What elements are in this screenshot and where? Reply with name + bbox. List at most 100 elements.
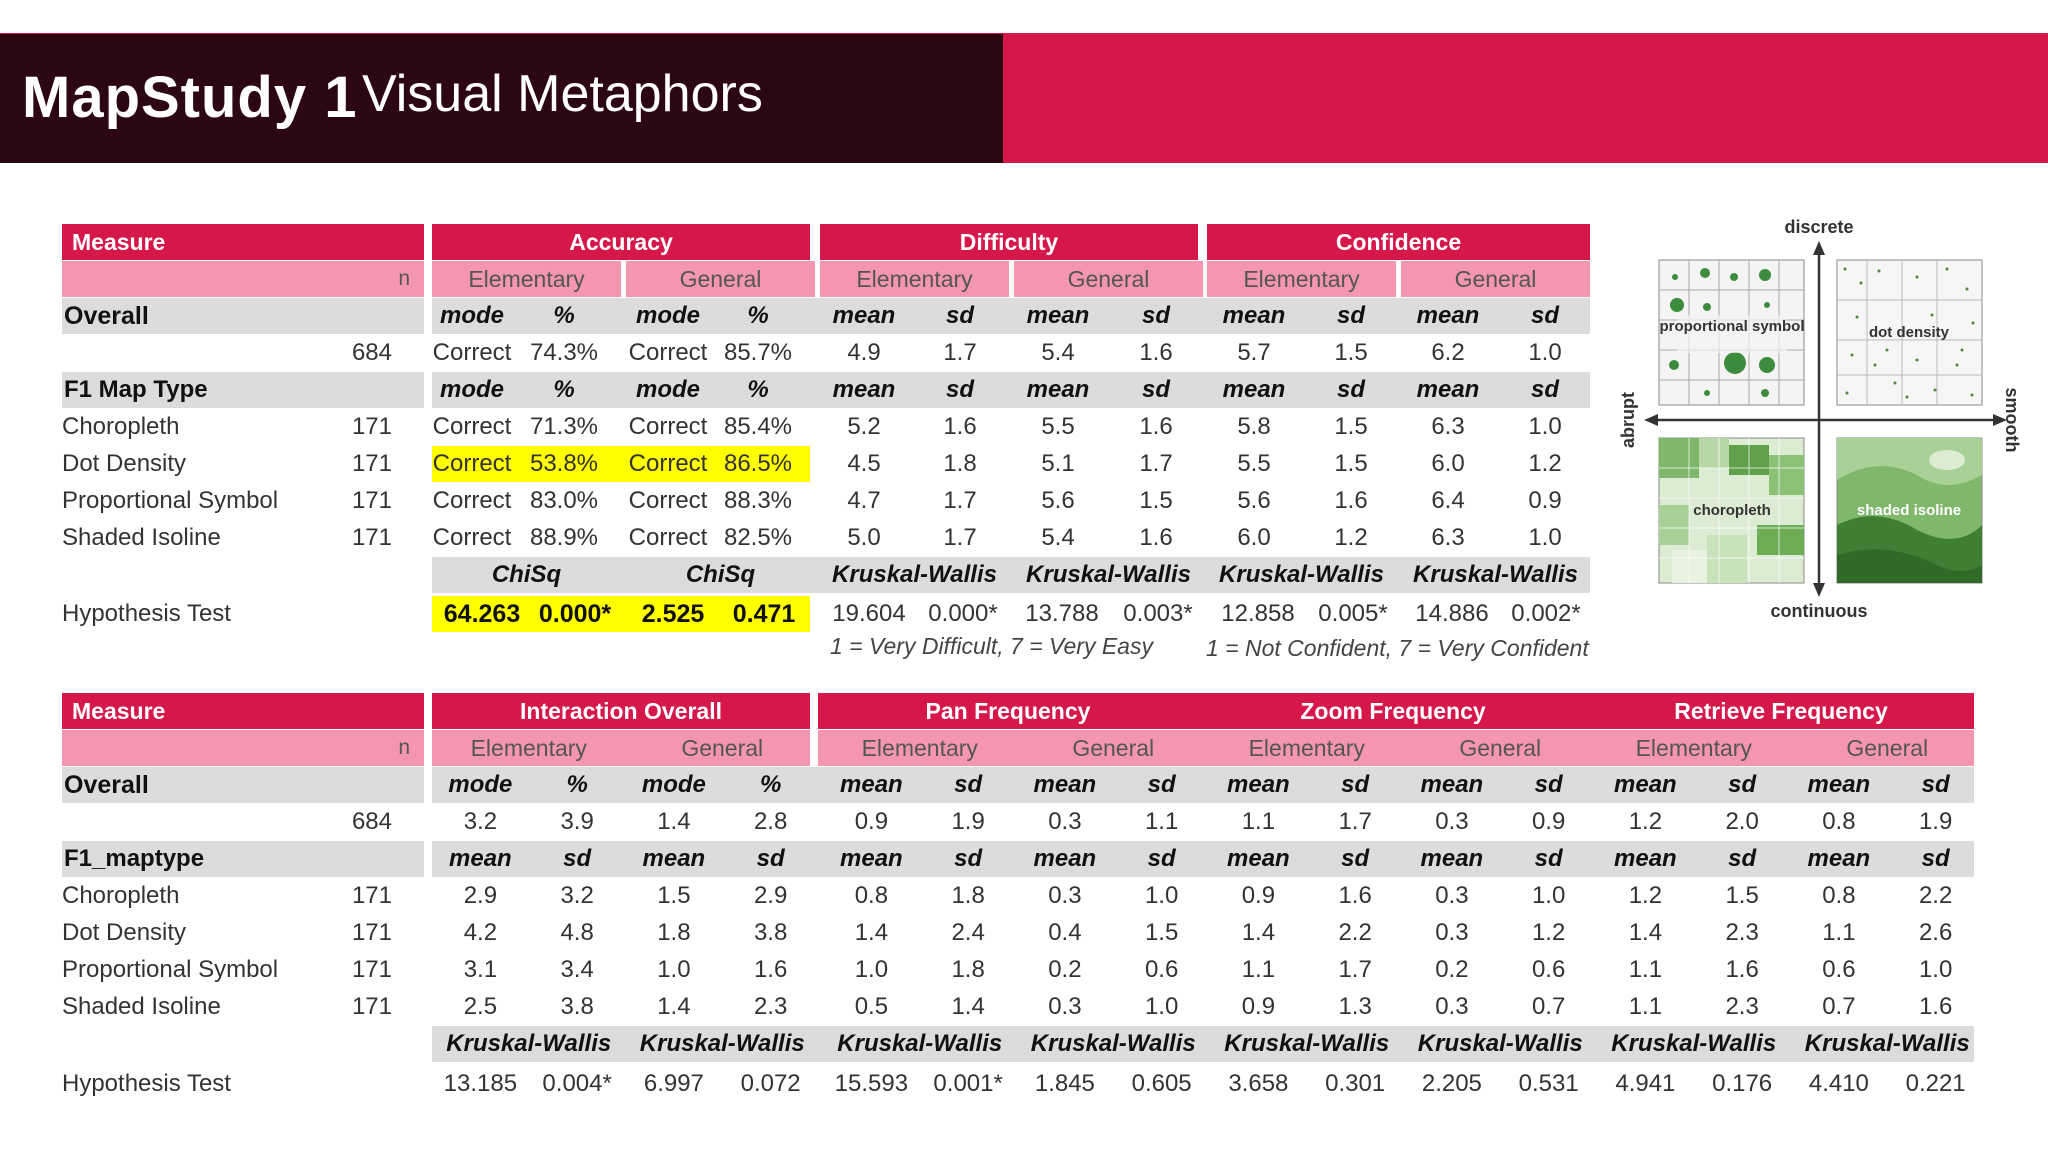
col-head-pct: % xyxy=(759,771,782,798)
row-n: 171 xyxy=(351,450,392,477)
overall-value: Correct xyxy=(432,339,512,366)
overall-value: 1.1 xyxy=(1241,808,1276,835)
row-value: 0.7 xyxy=(1822,993,1856,1020)
subheader-measure xyxy=(62,730,424,766)
header-difficulty: Difficulty xyxy=(820,224,1198,260)
f1-col-head-pct: % xyxy=(553,376,575,403)
row-value: 0.9 xyxy=(1528,487,1562,514)
row-value: 1.4 xyxy=(1628,919,1663,946)
col-head-sd: sd xyxy=(945,302,974,329)
subheader-elementary: Elementary xyxy=(1248,735,1365,761)
row-value: 0.3 xyxy=(1048,882,1082,909)
hypothesis-label: Hypothesis Test xyxy=(62,1070,231,1097)
row-value: 0.2 xyxy=(1048,956,1082,983)
overall-value: 0.3 xyxy=(1048,808,1082,835)
row-value: 1.1 xyxy=(1628,956,1663,983)
row-value: 1.3 xyxy=(1338,993,1372,1020)
header-interaction-overall: Interaction Overall xyxy=(432,693,810,729)
f1-row-bg xyxy=(62,372,424,408)
row-value: 1.2 xyxy=(1531,919,1566,946)
row-value: 5.5 xyxy=(1237,450,1271,477)
row-name: Dot Density xyxy=(62,450,187,477)
row-n: 171 xyxy=(351,524,392,551)
f1-col-head-mean: mean xyxy=(642,845,706,872)
row-value: 1.8 xyxy=(943,450,977,477)
overall-value: 74.3% xyxy=(529,339,599,366)
row-value: 1.7 xyxy=(1338,956,1372,983)
hypothesis-value: 4.941 xyxy=(1615,1070,1676,1097)
f1-col-head-mean: mean xyxy=(1416,376,1480,403)
row-value: 1.4 xyxy=(657,993,691,1020)
subheader-elementary: Elementary xyxy=(861,735,978,761)
row-value: 1.0 xyxy=(1144,882,1179,909)
overall-value: 2.8 xyxy=(753,808,788,835)
header-measure: Measure xyxy=(62,224,424,260)
header-retrieve-frequency: Retrieve Frequency xyxy=(1674,698,1888,724)
overall-value: 1.5 xyxy=(1334,339,1368,366)
row-value: 53.8% xyxy=(529,450,599,477)
subheader-bg xyxy=(432,730,810,766)
row-value: 1.2 xyxy=(1528,450,1562,477)
row-value: 2.3 xyxy=(1725,993,1759,1020)
difficulty-note: 1 = Very Difficult, 7 = Very Easy xyxy=(830,633,1153,659)
row-value: 1.2 xyxy=(1628,882,1663,909)
row-value: 0.9 xyxy=(1241,882,1276,909)
overall-value: 4.9 xyxy=(847,339,881,366)
f1-col-head-mean: mean xyxy=(1026,376,1090,403)
row-value: 0.6 xyxy=(1144,956,1179,983)
f1-col-head-pct: % xyxy=(747,376,769,403)
test-name: Kruskal-Wallis xyxy=(1417,1030,1583,1057)
row-value: 86.5% xyxy=(723,450,793,477)
hypothesis-value: 1.845 xyxy=(1034,1070,1095,1097)
row-value: 2.3 xyxy=(1725,919,1759,946)
overall-label: Overall xyxy=(64,302,149,330)
subheader-bg xyxy=(818,730,1974,766)
row-value: 1.6 xyxy=(1139,524,1173,551)
row-value: 1.8 xyxy=(657,919,691,946)
hypothesis-value: 4.410 xyxy=(1808,1070,1869,1097)
hypothesis-value: 3.658 xyxy=(1228,1070,1289,1097)
row-value: 4.7 xyxy=(847,487,881,514)
hypothesis-value: 0.001* xyxy=(933,1070,1003,1097)
row-value: 0.3 xyxy=(1435,993,1469,1020)
hypothesis-value: 6.997 xyxy=(643,1070,704,1097)
hypothesis-value: 0.000* xyxy=(928,600,998,627)
row-value: 0.7 xyxy=(1531,993,1566,1020)
overall-value: 1.6 xyxy=(1139,339,1173,366)
row-value: 1.6 xyxy=(943,413,977,440)
row-value: 3.8 xyxy=(560,993,594,1020)
row-name: Shaded Isoline xyxy=(62,524,221,551)
f1-col-head-sd: sd xyxy=(563,845,592,872)
col-head-pct: % xyxy=(566,771,588,798)
f1-col-head-mode: mode xyxy=(439,376,504,403)
row-value: 0.4 xyxy=(1048,919,1082,946)
col-head-sd: sd xyxy=(954,771,983,798)
f1-col-head-sd: sd xyxy=(1530,376,1559,403)
test-name: ChiSq xyxy=(685,561,756,588)
row-value: 6.4 xyxy=(1431,487,1465,514)
f1-col-head-sd: sd xyxy=(1728,845,1757,872)
header-accuracy: Accuracy xyxy=(432,224,810,260)
row-value: 1.5 xyxy=(657,882,691,909)
f1-col-head-sd: sd xyxy=(1336,376,1365,403)
overall-value: 1.2 xyxy=(1628,808,1663,835)
row-value: 1.0 xyxy=(1531,882,1566,909)
row-value: 1.2 xyxy=(1334,524,1368,551)
f1-col-head-sd: sd xyxy=(1534,845,1563,872)
hypothesis-value: 0.005* xyxy=(1318,600,1388,627)
hypothesis-value: 0.176 xyxy=(1712,1070,1773,1097)
row-value: 1.7 xyxy=(943,487,977,514)
subheader-bg xyxy=(1014,261,1203,297)
overall-value: 1.1 xyxy=(1144,808,1179,835)
row-value: 3.4 xyxy=(560,956,594,983)
subheader-general: General xyxy=(1067,266,1150,292)
row-value: 0.3 xyxy=(1048,993,1082,1020)
overall-value: 1.9 xyxy=(1918,808,1953,835)
row-value: 0.3 xyxy=(1435,919,1469,946)
test-name: ChiSq xyxy=(491,561,562,588)
axis-label-right: smooth xyxy=(2002,388,2022,453)
row-value: 1.6 xyxy=(1334,487,1368,514)
row-value: 1.7 xyxy=(943,524,977,551)
f1-col-head-mean: mean xyxy=(832,376,896,403)
row-value: 1.1 xyxy=(1241,956,1276,983)
